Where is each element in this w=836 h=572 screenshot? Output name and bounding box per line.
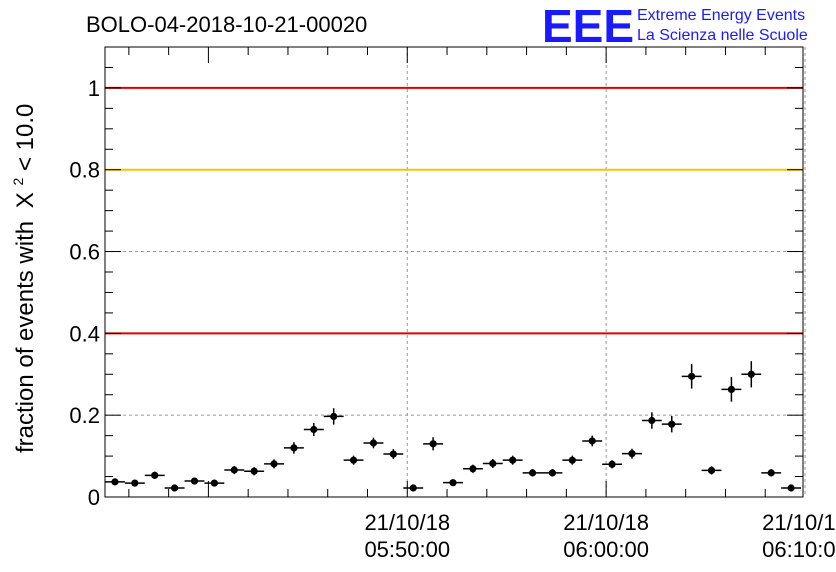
logo: EEE Extreme Energy Events La Scienza nel…: [542, 0, 808, 52]
data-point: [562, 455, 583, 465]
y-tick-label: 0: [88, 485, 100, 510]
data-point: [105, 478, 125, 486]
data-point: [124, 479, 145, 487]
marker: [111, 478, 119, 486]
data-point: [204, 479, 225, 487]
data-point: [482, 458, 503, 468]
data-point: [522, 469, 543, 477]
data-point: [443, 479, 463, 487]
marker: [310, 425, 318, 434]
chart-title: BOLO-04-2018-10-21-00020: [86, 12, 367, 37]
logo-line-1: Extreme Energy Events: [637, 7, 805, 24]
marker: [131, 479, 139, 487]
data-point: [582, 435, 603, 447]
marker: [270, 460, 278, 468]
y-tick-label: 0.2: [69, 403, 100, 428]
y-tick-label: 0.8: [69, 158, 100, 183]
y-axis-label-suffix: < 10.0: [12, 104, 39, 171]
y-tick-label: 0.6: [69, 240, 100, 265]
data-point: [383, 449, 404, 459]
logo-line-2: La Scienza nelle Scuole: [637, 27, 808, 44]
x-tick-date: 21/10/18: [762, 510, 836, 535]
marker: [429, 440, 437, 448]
data-points: [105, 361, 802, 492]
data-point: [462, 464, 483, 473]
marker: [349, 456, 358, 464]
data-point: [721, 377, 742, 402]
marker: [628, 450, 636, 458]
x-tick-date: 21/10/18: [364, 510, 450, 535]
logo-mark: EEE: [542, 0, 634, 52]
data-point: [264, 459, 284, 469]
y-axis-label-main: fraction of events with: [12, 221, 39, 453]
marker: [548, 469, 557, 477]
grid: [105, 47, 806, 497]
marker: [330, 412, 338, 421]
reference-lines: [105, 86, 803, 335]
marker: [707, 466, 716, 475]
marker: [767, 469, 775, 477]
marker: [588, 437, 596, 445]
marker: [608, 460, 616, 468]
marker: [389, 450, 397, 458]
marker: [369, 439, 378, 447]
marker: [727, 385, 736, 394]
data-point: [661, 416, 682, 433]
marker: [668, 420, 676, 428]
y-axis-label-symbol: X: [12, 192, 39, 208]
marker: [290, 444, 298, 452]
data-point: [701, 466, 722, 475]
data-point: [741, 361, 762, 388]
data-point: [363, 437, 384, 449]
marker: [250, 467, 258, 475]
marker: [528, 469, 537, 477]
marker: [787, 484, 795, 492]
plot-frame: [104, 46, 804, 498]
data-point: [303, 422, 324, 437]
marker: [210, 479, 218, 487]
marker: [568, 456, 576, 464]
y-axis-label-sup: 2: [10, 178, 26, 186]
data-point: [164, 484, 185, 492]
data-point: [224, 465, 245, 475]
marker: [648, 416, 656, 425]
y-axis-label: fraction of events with X 2 < 10.0: [2, 104, 39, 453]
axes: 00.20.40.60.8121/10/1805:50:0021/10/1806…: [69, 46, 836, 562]
x-tick-date: 21/10/18: [563, 510, 649, 535]
y-tick-label: 1: [88, 76, 100, 101]
marker: [449, 479, 457, 487]
data-point: [781, 484, 802, 492]
data-point: [761, 469, 782, 477]
data-point: [602, 460, 623, 469]
marker: [230, 466, 238, 474]
marker: [190, 477, 199, 485]
data-point: [502, 455, 523, 465]
marker: [151, 471, 159, 479]
data-point: [622, 448, 642, 459]
marker: [469, 465, 477, 473]
data-point: [343, 455, 364, 465]
data-point: [403, 484, 424, 492]
x-tick-time: 05:50:00: [364, 537, 450, 562]
data-point: [244, 467, 265, 476]
y-tick-label: 0.4: [69, 321, 100, 346]
data-point: [423, 437, 444, 451]
marker: [489, 459, 497, 468]
marker: [171, 484, 179, 492]
data-point: [283, 442, 304, 454]
data-point: [323, 408, 344, 425]
marker: [688, 372, 696, 380]
x-tick-time: 06:00:00: [563, 537, 649, 562]
data-point: [184, 477, 205, 485]
x-tick-time: 06:10:00: [762, 537, 836, 562]
data-point: [641, 412, 662, 429]
data-point: [144, 471, 165, 479]
data-point: [681, 364, 702, 389]
data-point: [542, 469, 563, 477]
marker: [747, 370, 755, 378]
marker: [409, 484, 417, 492]
marker: [509, 456, 517, 464]
